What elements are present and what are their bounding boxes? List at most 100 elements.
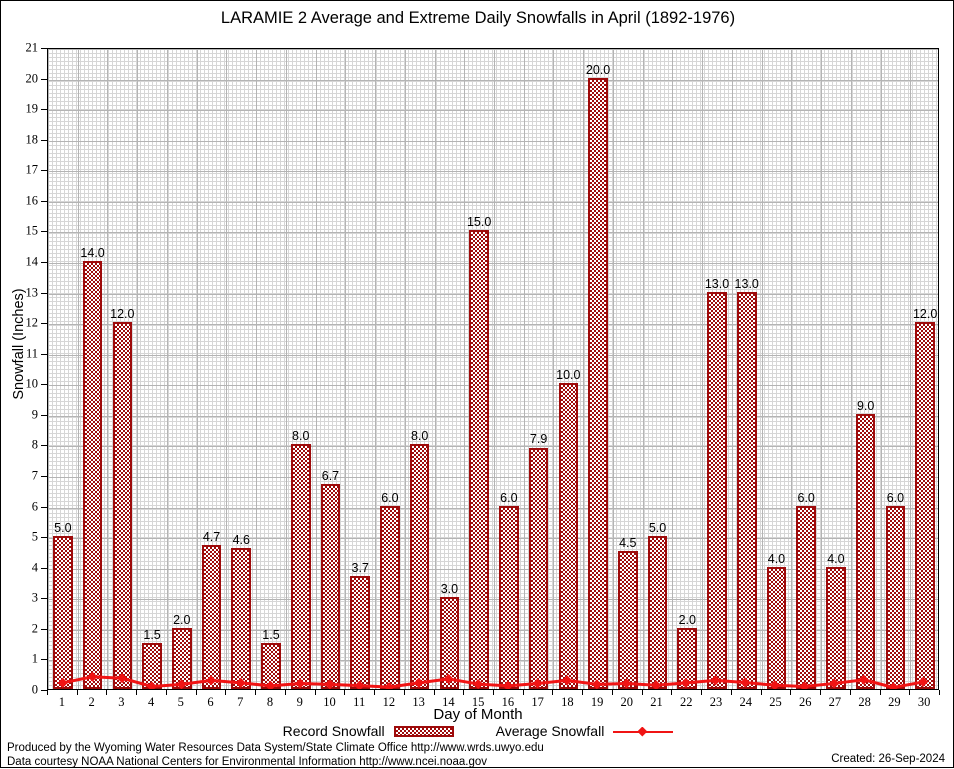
bar-value-label: 12.0 xyxy=(110,307,135,322)
x-axis-tick-label: 13 xyxy=(412,695,425,709)
x-axis-tick-mark xyxy=(493,690,494,695)
gridline-horizontal xyxy=(48,599,938,601)
y-axis-tick-label: 19 xyxy=(25,101,39,116)
bar-value-label: 13.0 xyxy=(704,276,730,291)
gridline-vertical xyxy=(137,49,139,689)
x-axis: 1 2 3 4 5 6 7 8 9 10 11 12 13 14 15 16 17 18 19 20 21 22 23 24 2… xyxy=(47,690,940,716)
gridline-horizontal xyxy=(48,507,938,509)
average-snowfall-marker xyxy=(235,677,246,688)
x-axis-tick-label: 6 xyxy=(207,695,214,709)
bar-record-snowfall xyxy=(826,566,846,689)
bar-record-snowfall xyxy=(171,627,192,689)
y-axis-tick-label: 20 xyxy=(25,71,39,86)
x-axis-tick-mark xyxy=(76,690,78,695)
y-axis-tick-label: 14 xyxy=(25,254,39,269)
gridline-vertical xyxy=(761,49,763,689)
gridline-vertical xyxy=(285,49,287,689)
bar-value-label: 1.5 xyxy=(143,628,161,643)
y-axis-tick-mark xyxy=(41,690,47,691)
average-snowfall-marker xyxy=(740,677,751,688)
x-axis-tick-label: 26 xyxy=(798,695,812,709)
bar-value-label: 2.0 xyxy=(173,612,191,627)
gridline-vertical xyxy=(196,49,198,689)
bar-value-label: 20.0 xyxy=(585,62,611,77)
gridline-vertical xyxy=(48,49,49,689)
x-axis-tick-mark xyxy=(760,690,762,695)
gridline-vertical xyxy=(77,49,79,689)
gridline-vertical xyxy=(434,49,436,689)
legend-label-average-snowfall: Average Snowfall xyxy=(495,723,605,739)
average-snowfall-marker xyxy=(502,680,513,689)
y-axis-tick-label: 16 xyxy=(25,193,39,208)
x-axis-tick-label: 14 xyxy=(442,695,455,709)
y-axis-tick-label: 11 xyxy=(25,346,38,361)
y-axis-tick-mark xyxy=(41,414,47,416)
bar-value-label: 3.7 xyxy=(351,560,369,575)
x-axis-tick-label: 3 xyxy=(118,695,125,709)
average-snowfall-marker xyxy=(443,673,454,684)
x-axis-tick-label: 2 xyxy=(88,695,95,709)
y-axis-tick-mark xyxy=(41,78,47,80)
average-snowfall-marker xyxy=(532,678,543,689)
gridline-vertical xyxy=(791,49,793,689)
bar-record-snowfall xyxy=(409,444,430,689)
average-snowfall-marker xyxy=(680,677,691,688)
gridline-vertical xyxy=(107,49,109,689)
y-axis-tick-label: 3 xyxy=(31,590,38,605)
x-axis-tick-label: 28 xyxy=(858,695,871,709)
footer-line-1: Produced by the Wyoming Water Resources … xyxy=(7,742,544,754)
bar-record-snowfall xyxy=(201,545,222,689)
x-axis-tick-label: 29 xyxy=(888,695,901,709)
gridline-horizontal xyxy=(48,446,938,448)
x-axis-tick-label: 5 xyxy=(177,695,184,709)
bar-value-label: 9.0 xyxy=(856,398,875,413)
x-axis-tick-label: 18 xyxy=(561,695,574,709)
bar-record-snowfall xyxy=(231,548,252,689)
x-axis-tick-mark xyxy=(730,690,732,695)
bar-record-snowfall xyxy=(736,291,757,689)
bar-record-snowfall xyxy=(469,230,489,689)
bar-value-label: 6.0 xyxy=(886,490,905,505)
x-axis-tick-label: 17 xyxy=(531,695,544,709)
average-snowfall-marker xyxy=(651,680,662,689)
bar-record-snowfall xyxy=(885,505,906,689)
gridline-horizontal xyxy=(48,477,938,478)
gridline-vertical xyxy=(553,49,555,689)
average-snowfall-marker xyxy=(473,679,484,689)
bar-value-label: 8.0 xyxy=(292,429,310,444)
x-axis-tick-mark xyxy=(225,690,227,695)
bar-record-snowfall xyxy=(677,627,698,689)
x-axis-tick-label: 20 xyxy=(620,695,634,709)
bar-value-label: 3.0 xyxy=(440,582,459,597)
x-axis-tick-label: 27 xyxy=(828,695,842,709)
gridline-horizontal xyxy=(48,201,938,203)
gridline-vertical xyxy=(821,49,823,689)
bar-value-label: 13.0 xyxy=(734,276,759,291)
average-snowfall-marker xyxy=(117,673,128,684)
legend-swatch-line-icon xyxy=(613,726,674,737)
gridline-horizontal xyxy=(48,415,938,417)
bar-value-label: 6.0 xyxy=(500,490,518,505)
legend-item-average-snowfall: Average Snowfall xyxy=(496,723,674,739)
bar-record-snowfall xyxy=(855,413,876,689)
x-axis-tick-mark xyxy=(47,690,48,695)
x-axis-tick-label: 19 xyxy=(590,695,604,709)
legend-swatch-bar-icon xyxy=(393,725,454,737)
y-axis-tick-mark xyxy=(41,292,47,294)
y-axis-tick-mark xyxy=(41,628,47,630)
bar-record-snowfall xyxy=(439,597,460,689)
bar-record-snowfall xyxy=(588,77,608,689)
bar-value-label: 5.0 xyxy=(54,521,72,536)
y-axis-tick-mark xyxy=(41,353,47,355)
bar-record-snowfall xyxy=(320,484,341,689)
legend-item-record-snowfall: Record Snowfall xyxy=(283,723,454,739)
gridline-vertical xyxy=(494,49,495,689)
y-axis-tick-mark xyxy=(41,323,47,325)
bar-record-snowfall xyxy=(53,536,73,689)
x-axis-tick-label: 22 xyxy=(680,695,693,709)
average-snowfall-marker xyxy=(858,674,869,685)
bar-record-snowfall xyxy=(499,505,519,689)
x-axis-tick-label: 24 xyxy=(739,695,752,709)
gridline-vertical xyxy=(464,49,466,689)
